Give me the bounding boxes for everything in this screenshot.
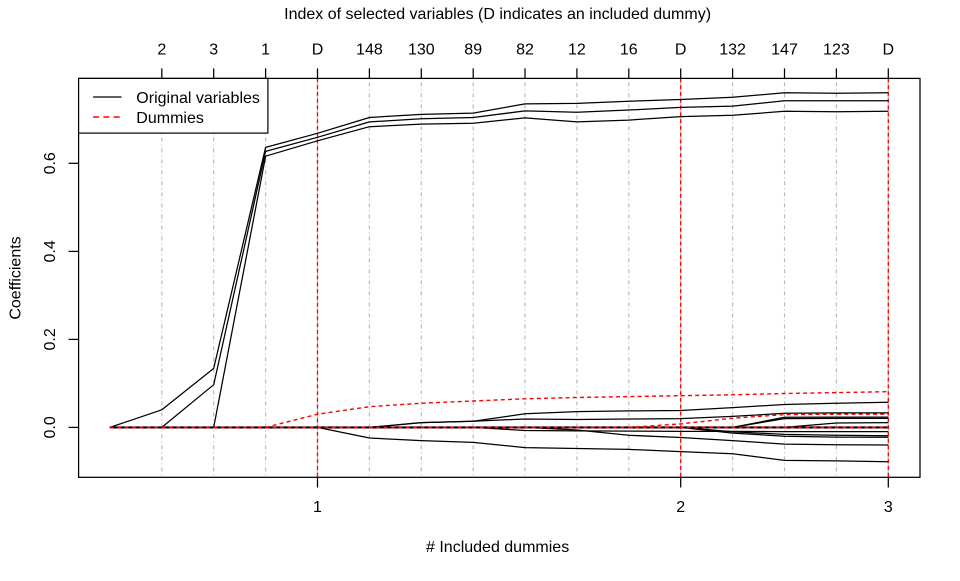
- svg-text:2: 2: [676, 499, 685, 516]
- svg-text:0.2: 0.2: [42, 328, 59, 350]
- svg-text:1: 1: [313, 499, 322, 516]
- svg-text:123: 123: [823, 41, 850, 58]
- svg-text:148: 148: [356, 41, 383, 58]
- svg-text:D: D: [675, 41, 687, 58]
- svg-text:16: 16: [620, 41, 638, 58]
- svg-text:3: 3: [884, 499, 893, 516]
- svg-text:147: 147: [771, 41, 798, 58]
- svg-text:82: 82: [516, 41, 534, 58]
- svg-text:Dummies: Dummies: [136, 110, 204, 127]
- svg-text:3: 3: [209, 41, 218, 58]
- svg-text:Original variables: Original variables: [136, 90, 260, 107]
- svg-text:2: 2: [157, 41, 166, 58]
- svg-text:0.4: 0.4: [42, 240, 59, 262]
- svg-text:D: D: [883, 41, 895, 58]
- svg-text:12: 12: [568, 41, 586, 58]
- svg-text:0.0: 0.0: [42, 416, 59, 438]
- svg-text:Index of selected variables (D: Index of selected variables (D indicates…: [284, 6, 711, 23]
- svg-text:89: 89: [464, 41, 482, 58]
- svg-text:130: 130: [408, 41, 435, 58]
- svg-text:D: D: [312, 41, 324, 58]
- svg-text:1: 1: [261, 41, 270, 58]
- svg-text:Coefficients: Coefficients: [7, 236, 24, 319]
- svg-text:132: 132: [719, 41, 746, 58]
- svg-text:# Included dummies: # Included dummies: [426, 539, 569, 556]
- svg-text:0.6: 0.6: [42, 152, 59, 174]
